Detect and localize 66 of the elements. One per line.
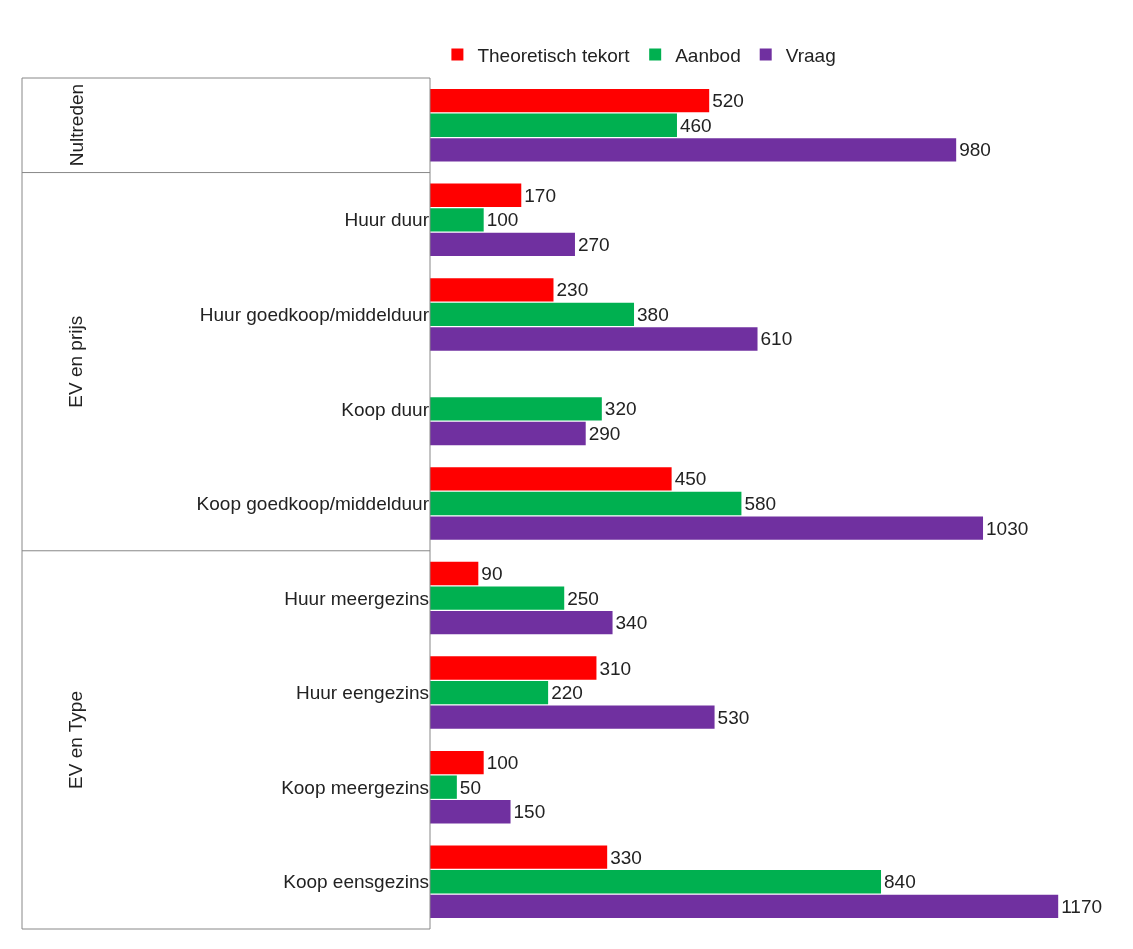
bar <box>430 138 957 162</box>
data-label: 250 <box>567 587 599 609</box>
data-label: 270 <box>577 233 610 255</box>
bar <box>430 397 602 421</box>
text: Nultreden <box>65 83 87 167</box>
text: EV en Type <box>65 691 87 789</box>
data-label: 100 <box>486 752 519 774</box>
bar <box>430 232 575 257</box>
bar <box>430 561 479 586</box>
y-tick-label: Koop duur <box>341 398 430 420</box>
bar <box>430 516 984 540</box>
data-label: 90 <box>481 562 503 584</box>
data-label: 230 <box>556 279 589 301</box>
data-label: 530 <box>717 706 750 728</box>
data-label: 580 <box>744 493 777 514</box>
data-label: 170 <box>524 184 556 206</box>
bar <box>430 680 549 705</box>
bar <box>430 586 565 610</box>
bar <box>430 775 457 799</box>
bar <box>430 750 484 775</box>
data-label: 290 <box>588 423 621 445</box>
data-label: 330 <box>610 846 642 868</box>
bar <box>430 208 484 232</box>
data-label: 50 <box>459 776 481 798</box>
data-label: 840 <box>884 871 916 893</box>
data-label: 320 <box>604 398 637 420</box>
data-label: 1170 <box>1061 895 1103 917</box>
y-tick-label: Huur goedkoop/middelduur <box>199 304 430 326</box>
data-label: 460 <box>679 114 712 136</box>
bar <box>430 467 672 491</box>
data-label: 980 <box>959 139 991 161</box>
data-label: 520 <box>712 90 744 112</box>
data-label: 610 <box>760 328 793 350</box>
bar <box>430 113 677 137</box>
y-tick-label: Huur eengezins <box>295 682 429 704</box>
bar <box>430 870 882 894</box>
bar <box>430 610 613 635</box>
bar <box>430 278 554 302</box>
data-label: 220 <box>551 682 583 704</box>
data-label: 380 <box>637 303 669 325</box>
bar <box>430 302 635 327</box>
legend-label: Theoretisch tekort <box>477 45 631 66</box>
data-label: 150 <box>513 801 546 823</box>
bar <box>430 800 511 824</box>
y-tick-label: Huur duur <box>344 209 430 231</box>
bar <box>430 705 715 729</box>
data-label: 310 <box>599 657 632 679</box>
bar <box>430 327 758 351</box>
y-tick-label: Koop meergezins <box>281 776 429 798</box>
y-tick-label: Koop eensgezins <box>283 871 429 893</box>
data-label: 100 <box>486 209 519 231</box>
bar <box>430 89 710 113</box>
bar <box>430 491 742 516</box>
data-label: 1030 <box>986 517 1029 539</box>
y-tick-label: Koop goedkoop/middelduur <box>196 493 430 515</box>
y-tick-label: Huur meergezins <box>284 587 429 609</box>
bar <box>430 421 586 446</box>
legend-label: Vraag <box>785 45 836 66</box>
text: EV en prijs <box>65 315 87 408</box>
bar <box>430 656 597 680</box>
legend-label: Aanbod <box>675 45 741 66</box>
bar <box>430 183 522 207</box>
data-label: 340 <box>615 612 648 634</box>
data-label: 450 <box>674 468 707 490</box>
bar <box>430 894 1059 918</box>
bar <box>430 845 608 869</box>
